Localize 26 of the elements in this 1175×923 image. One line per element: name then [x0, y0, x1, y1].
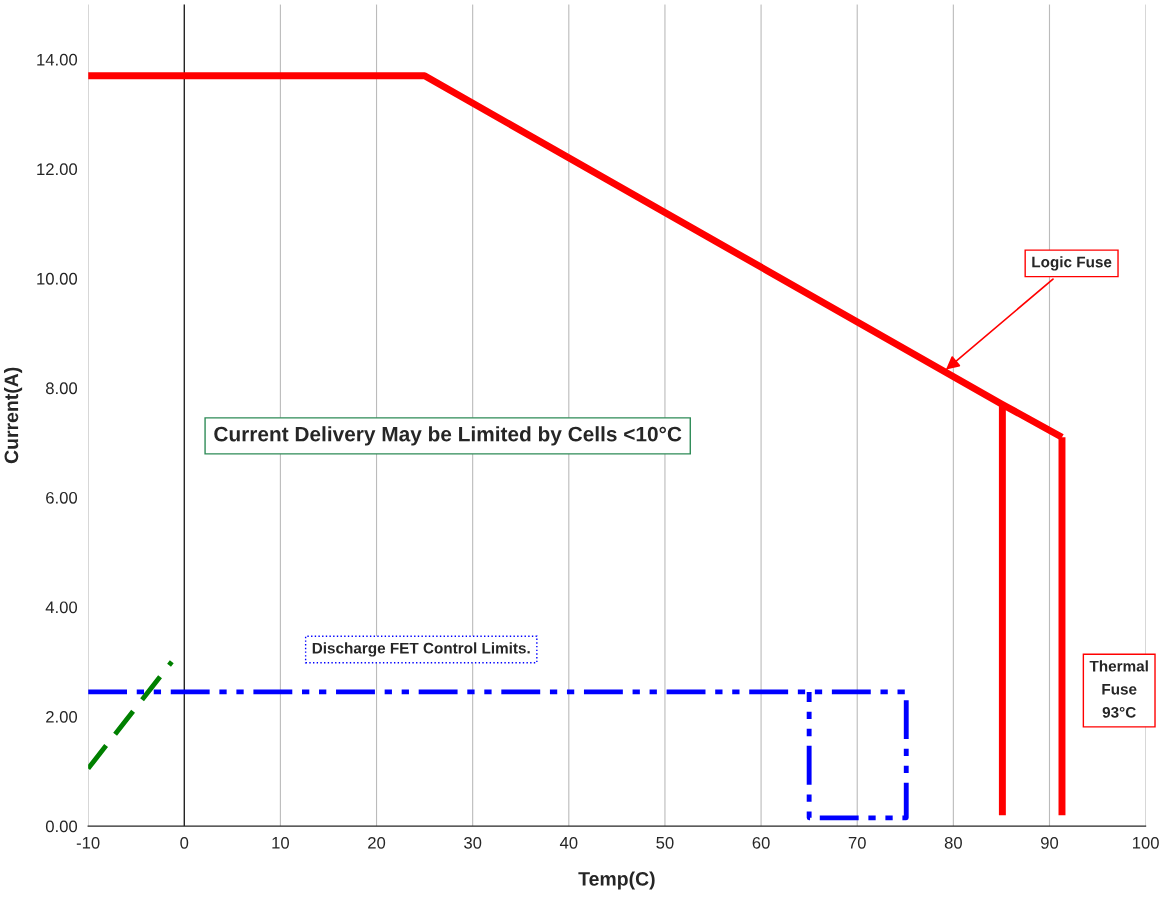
- x-tick-label: -10: [76, 836, 100, 849]
- x-tick-label: 90: [1041, 836, 1059, 849]
- x-tick-label: 20: [368, 836, 386, 849]
- annotation: Discharge FET Control Limits.: [312, 642, 530, 657]
- x-tick-label: 0: [180, 836, 189, 849]
- y-tick-label: 2.00: [46, 710, 78, 723]
- y-axis-title: Current(A): [3, 367, 23, 464]
- annotation: Current Delivery May be Limited by Cells <10°C: [214, 426, 682, 446]
- y-tick-label: 14.00: [37, 53, 78, 66]
- x-tick-label: 30: [464, 836, 482, 849]
- x-tick-label: 60: [752, 836, 770, 849]
- annotation: Thermal Fuse 93°C: [1089, 660, 1148, 718]
- x-tick-label: 50: [656, 836, 674, 849]
- x-tick-label: 80: [944, 836, 962, 849]
- x-tick-label: 70: [848, 836, 866, 849]
- x-tick-label: 40: [559, 836, 578, 849]
- y-tick-label: 10.00: [37, 272, 78, 285]
- y-tick-label: 8.00: [46, 382, 78, 395]
- x-tick-label: 10: [272, 836, 290, 849]
- y-tick-label: 6.00: [46, 491, 78, 504]
- y-tick-label: 0.00: [45, 820, 78, 833]
- y-tick-label: 12.00: [37, 163, 78, 176]
- annotation: Logic Fuse: [1032, 256, 1112, 271]
- y-tick-label: 4.00: [45, 601, 78, 614]
- x-tick-label: 100: [1132, 836, 1159, 849]
- x-axis-title: Temp(C): [578, 871, 655, 890]
